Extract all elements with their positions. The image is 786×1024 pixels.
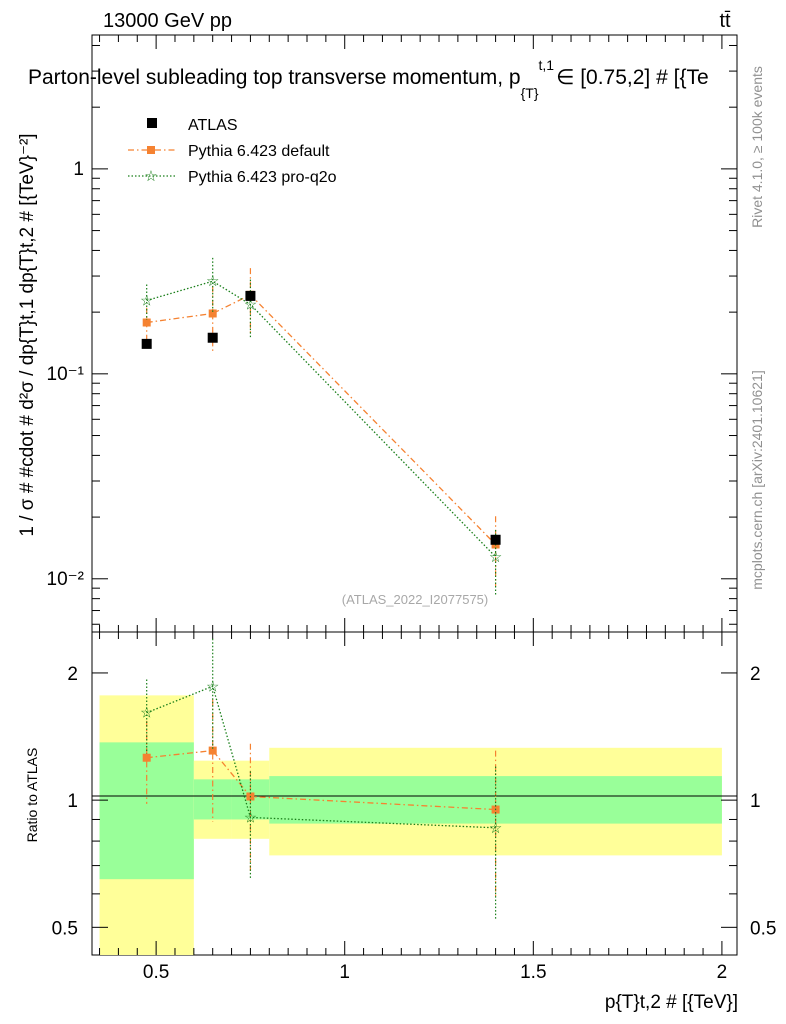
legend-proq2o-label: Pythia 6.423 pro-q2o bbox=[188, 169, 337, 186]
main-atlas-point bbox=[245, 290, 256, 301]
main-default-line bbox=[146, 294, 497, 545]
legend-atlas-label: ATLAS bbox=[188, 117, 238, 134]
main-proq2o-point: ☆ bbox=[140, 292, 153, 309]
legend-default-label: Pythia 6.423 default bbox=[188, 143, 330, 160]
main-atlas-point bbox=[207, 332, 218, 343]
ratio-proq2o-point: ☆ bbox=[489, 820, 502, 837]
header-right: tt̄ bbox=[719, 10, 731, 32]
main-series: ☆☆☆☆ bbox=[140, 257, 502, 596]
main-default-point bbox=[142, 318, 151, 327]
y-tick-label-ratio: 1 bbox=[67, 791, 78, 812]
side-text-mcplots: mcplots.cern.ch [arXiv:2401.10621] bbox=[749, 370, 765, 589]
x-tick-label: 1 bbox=[339, 962, 350, 983]
y-tick-label-ratio-right: 0.5 bbox=[750, 918, 776, 939]
x-tick-label: 2 bbox=[717, 962, 728, 983]
legend: ATLAS Pythia 6.423 default ☆ Pythia 6.42… bbox=[128, 117, 337, 186]
ratio-proq2o-point: ☆ bbox=[244, 809, 257, 826]
y-tick-label-ratio: 2 bbox=[67, 664, 78, 685]
x-axis-label: p{T}t,2 # [{TeV}] bbox=[605, 992, 738, 1013]
x-tick-label: 0.5 bbox=[143, 962, 169, 983]
ratio-plot-frame bbox=[91, 631, 738, 956]
axes-ticks: 0.5 1 1.5 2 10⁻² 10⁻¹ 1 0.5 0.5 1 1 2 2 bbox=[47, 35, 776, 983]
legend-default-marker bbox=[147, 146, 155, 154]
main-proq2o-point: ☆ bbox=[489, 549, 502, 566]
ratio-series: ☆ ☆ ☆ ☆ bbox=[140, 638, 502, 921]
ratio-proq2o-line bbox=[146, 685, 496, 829]
ratio-band-inner bbox=[269, 776, 722, 824]
main-proq2o-line bbox=[146, 280, 497, 558]
legend-atlas-marker bbox=[147, 118, 157, 128]
ratio-uncertainty-bands bbox=[99, 695, 722, 955]
ratio-proq2o-point: ☆ bbox=[140, 705, 153, 722]
legend-proq2o-marker: ☆ bbox=[144, 168, 157, 185]
analysis-watermark: (ATLAS_2022_I2077575) bbox=[342, 592, 488, 607]
ratio-default-point bbox=[208, 746, 217, 755]
y-axis-label-main: 1 / σ # #cdot # d²σ / dp{T}t,1 dp{T}t,2 … bbox=[17, 133, 38, 536]
header-left: 13000 GeV pp bbox=[103, 10, 232, 32]
plot-title: Parton-level subleading top transverse m… bbox=[28, 57, 709, 101]
ratio-default-line bbox=[146, 749, 496, 811]
side-text-rivet: Rivet 4.1.0, ≥ 100k events bbox=[749, 66, 765, 228]
main-atlas-point bbox=[141, 338, 152, 349]
x-tick-label: 1.5 bbox=[520, 962, 546, 983]
ratio-default-point bbox=[142, 753, 151, 762]
y-tick-label-ratio-right: 2 bbox=[750, 664, 761, 685]
y-tick-label-main: 1 bbox=[73, 159, 84, 180]
y-axis-label-ratio: Ratio to ATLAS bbox=[24, 748, 40, 843]
ratio-proq2o-point: ☆ bbox=[206, 678, 219, 695]
y-tick-label-ratio-right: 1 bbox=[750, 791, 761, 812]
y-tick-label-main: 10⁻¹ bbox=[47, 364, 85, 385]
main-default-point bbox=[208, 309, 217, 318]
y-tick-label-ratio: 0.5 bbox=[52, 918, 78, 939]
main-proq2o-point: ☆ bbox=[206, 273, 219, 290]
main-atlas-point bbox=[490, 534, 501, 545]
y-tick-label-main: 10⁻² bbox=[47, 569, 85, 590]
